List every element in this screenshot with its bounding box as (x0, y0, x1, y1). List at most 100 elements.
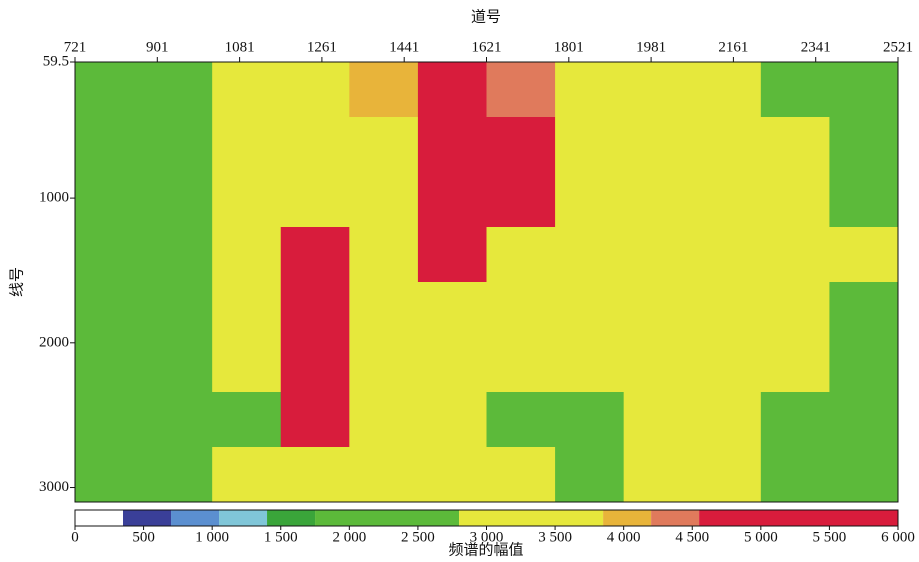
heat-cell (75, 117, 144, 173)
heat-cell (487, 227, 556, 283)
x-tick-label: 1081 (225, 39, 255, 55)
heat-cell (829, 447, 898, 503)
colorbar-segment (651, 510, 699, 526)
x-tick-label: 1261 (307, 39, 337, 55)
colorbar-tick-label: 2 500 (401, 529, 435, 545)
heat-cell (144, 392, 213, 448)
heat-cell (555, 62, 624, 118)
heat-cell (281, 172, 350, 228)
colorbar-tick-label: 3 000 (470, 529, 504, 545)
colorbar-tick-label: 500 (132, 529, 155, 545)
chart: 道号 线号 频谱的幅值 7219011081126114411621180119… (0, 0, 919, 562)
heat-cell (212, 282, 281, 338)
heat-cell (418, 172, 487, 228)
heat-cell (144, 62, 213, 118)
heat-cell (555, 337, 624, 393)
x-tick-label: 1801 (554, 39, 584, 55)
heat-cell (75, 62, 144, 118)
heat-cell (418, 227, 487, 283)
colorbar-tick-label: 1 000 (195, 529, 229, 545)
colorbar-tick-label: 3 500 (538, 529, 572, 545)
heat-cell (761, 117, 830, 173)
heat-cell (829, 62, 898, 118)
x-tick-label: 2341 (801, 39, 831, 55)
heat-cell (418, 337, 487, 393)
colorbar-segment (459, 510, 603, 526)
page: {"chart_data": {"type": "heatmap", "x_la… (0, 0, 919, 562)
colorbar-segment (171, 510, 219, 526)
colorbar-segment (123, 510, 171, 526)
heat-cell (829, 337, 898, 393)
x-tick-label: 2521 (883, 39, 913, 55)
colorbar-segment (267, 510, 315, 526)
heat-cell (555, 172, 624, 228)
heat-cell (487, 62, 556, 118)
colorbar-tick-label: 2 000 (332, 529, 366, 545)
heat-cell (487, 117, 556, 173)
heat-cell (349, 227, 418, 283)
heat-cell (555, 227, 624, 283)
heat-cell (761, 172, 830, 228)
heat-cell (281, 117, 350, 173)
heat-cell (349, 117, 418, 173)
y-tick-label: 1000 (39, 190, 69, 206)
heat-cell (75, 447, 144, 503)
heat-cell (418, 62, 487, 118)
x-tick-label: 1981 (636, 39, 666, 55)
heat-cell (624, 227, 693, 283)
heat-cell (418, 447, 487, 503)
x-tick-label: 1441 (389, 39, 419, 55)
y-tick-label: 3000 (39, 479, 69, 495)
heat-cell (692, 447, 761, 503)
heat-cell (418, 282, 487, 338)
colorbar-tick-label: 4 500 (675, 529, 709, 545)
heat-cell (761, 447, 830, 503)
x-tick-label: 1621 (472, 39, 502, 55)
heat-cell (487, 172, 556, 228)
heat-cell (829, 172, 898, 228)
heat-cell (692, 392, 761, 448)
x-tick-label: 901 (146, 39, 169, 55)
heat-cell (829, 117, 898, 173)
heat-cell (212, 337, 281, 393)
x-tick-label: 2161 (718, 39, 748, 55)
heat-cell (418, 392, 487, 448)
heat-cell (144, 117, 213, 173)
heat-cell (829, 282, 898, 338)
heat-cell (212, 447, 281, 503)
heat-cell (692, 62, 761, 118)
heat-cell (555, 447, 624, 503)
heat-cell (829, 227, 898, 283)
colorbar-tick-label: 1 500 (264, 529, 298, 545)
colorbar-segment (315, 510, 459, 526)
heat-cell (281, 282, 350, 338)
heat-cell (418, 117, 487, 173)
heat-cell (624, 117, 693, 173)
heat-cell (349, 447, 418, 503)
heat-cell (761, 337, 830, 393)
heat-cell (624, 282, 693, 338)
heat-cell (144, 227, 213, 283)
y-tick-label: 2000 (39, 334, 69, 350)
y-tick-label: 59.5 (43, 53, 69, 69)
heat-cell (761, 62, 830, 118)
colorbar-tick-label: 4 000 (607, 529, 641, 545)
heat-cell (487, 337, 556, 393)
x-axis-label: 道号 (471, 8, 501, 25)
colorbar-segment (699, 510, 898, 526)
heat-cell (761, 392, 830, 448)
heat-cell (212, 117, 281, 173)
heat-cell (212, 227, 281, 283)
heat-cell (692, 172, 761, 228)
heat-cell (349, 337, 418, 393)
heat-cell (75, 392, 144, 448)
heat-cell (75, 172, 144, 228)
heat-cell (487, 447, 556, 503)
heat-cell (281, 447, 350, 503)
colorbar-segment (219, 510, 267, 526)
colorbar-segment (75, 510, 123, 526)
heat-cell (212, 62, 281, 118)
heat-cell (144, 447, 213, 503)
heat-cell (829, 392, 898, 448)
heat-cell (761, 227, 830, 283)
